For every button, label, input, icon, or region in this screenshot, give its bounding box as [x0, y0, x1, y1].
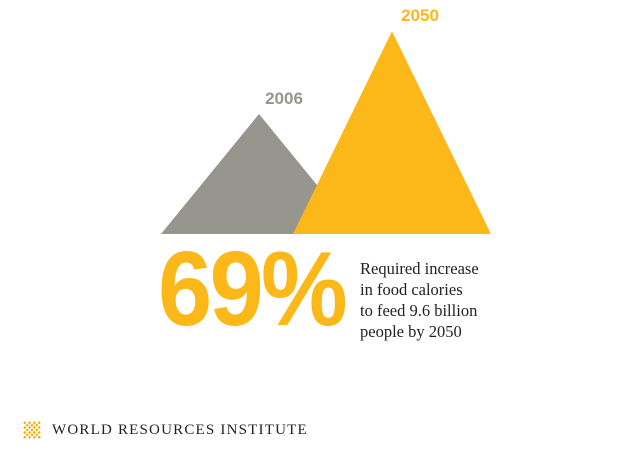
wri-logo-icon: [23, 421, 41, 439]
label-2050: 2050: [401, 6, 439, 25]
caption-line: in food calories: [360, 280, 463, 299]
headline-percent: 69%: [158, 230, 348, 348]
label-2006: 2006: [265, 89, 303, 108]
footer: WORLD RESOURCES INSTITUTE: [20, 418, 308, 442]
headline-caption: Required increase in food calories to fe…: [360, 258, 560, 342]
caption-line: Required increase: [360, 259, 479, 278]
org-name: WORLD RESOURCES INSTITUTE: [52, 421, 308, 438]
triangle-2050: [293, 31, 491, 235]
caption-line: people by 2050: [360, 322, 462, 341]
caption-line: to feed 9.6 billion: [360, 301, 478, 320]
